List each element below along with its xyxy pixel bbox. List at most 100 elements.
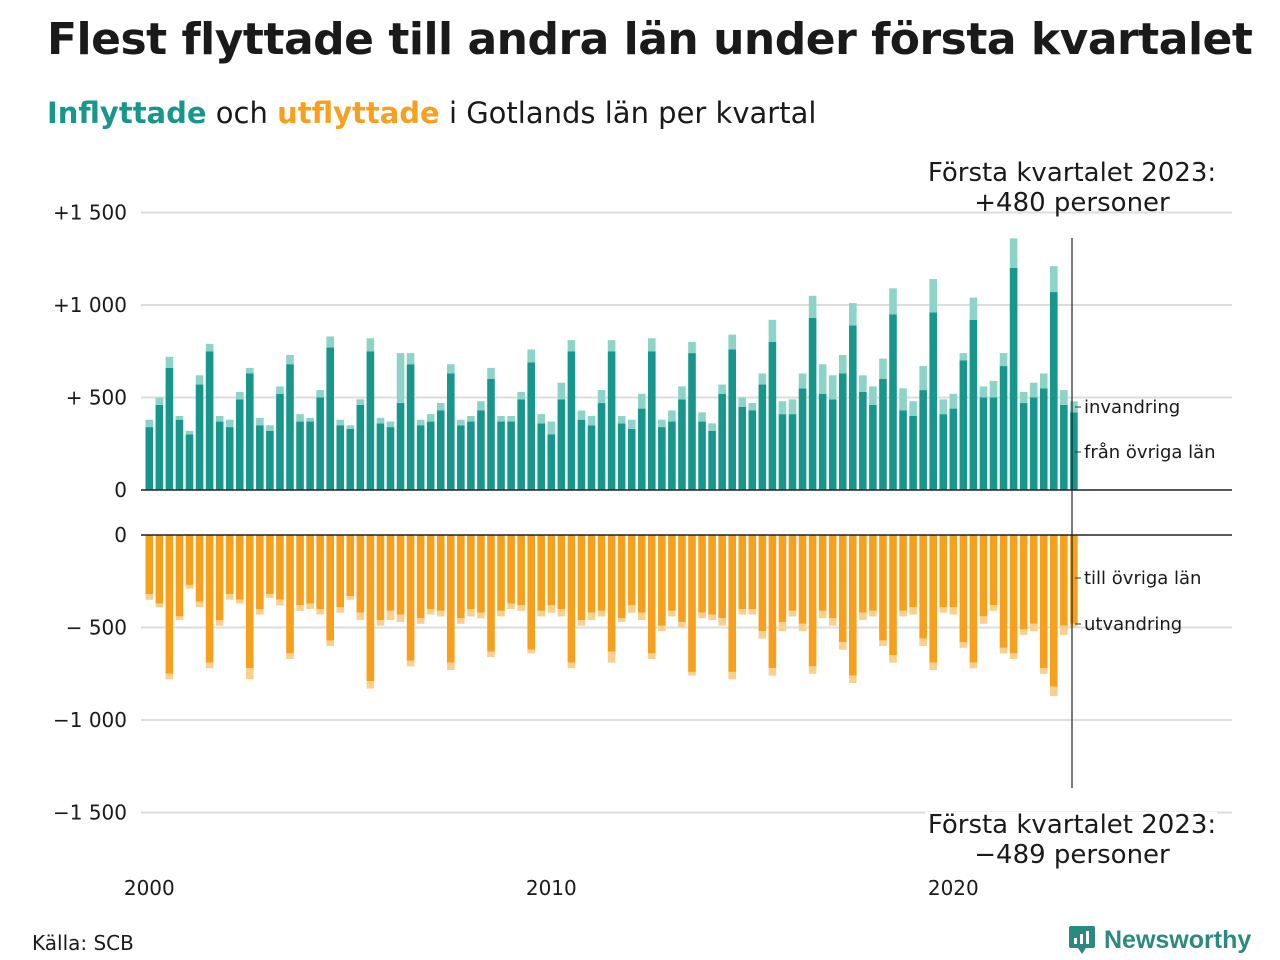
y-tick-label-bottom: 0 [114,523,127,547]
bar-inflow-domestic [215,421,224,490]
bar-inflow-domestic [416,425,425,490]
bar-inflow-domestic [798,388,807,490]
bar-inflow-domestic [276,393,284,490]
annotation-bottom-line2: −489 personer [974,840,1170,870]
bar-outflow-emigration [597,610,606,617]
bar-inflow-immigration [416,419,425,426]
bar-outflow-emigration [256,609,264,615]
bar-inflow-immigration [396,353,405,404]
bar-outflow-emigration [879,640,887,646]
bar-inflow-immigration [266,425,274,431]
bar-inflow-immigration [246,367,254,374]
bar-inflow-immigration [155,397,164,405]
bar-inflow-domestic [929,312,937,490]
bar-inflow-immigration [979,386,988,398]
bar-inflow-domestic [969,319,978,490]
bar-inflow-domestic [145,427,154,490]
bar-inflow-immigration [808,295,817,318]
bar-outflow-domestic [859,535,867,613]
bar-outflow-domestic [979,535,988,617]
bar-inflow-domestic [225,427,234,490]
bar-inflow-immigration [929,279,937,313]
bar-outflow-domestic [738,535,747,609]
bar-outflow-emigration [547,605,556,613]
bar-outflow-emigration [678,621,686,628]
subtitle-rest: i Gotlands län per kvartal [448,96,817,130]
annotation-top-line1: Första kvartalet 2023: [928,158,1216,188]
bar-outflow-domestic [195,535,204,602]
bar-inflow-domestic [919,390,927,490]
bar-outflow-emigration [316,609,324,615]
bar-inflow-immigration [175,416,184,420]
bar-outflow-emigration [708,614,716,621]
bar-outflow-domestic [949,535,958,608]
bar-inflow-immigration [457,419,465,426]
y-tick-label-top: 0 [114,478,127,502]
bar-outflow-domestic [276,535,284,600]
bar-outflow-emigration [738,609,747,615]
bar-outflow-emigration [838,642,847,650]
bar-inflow-domestic [1019,403,1028,490]
bar-inflow-domestic [426,421,435,490]
bar-inflow-immigration [688,342,696,354]
bar-outflow-domestic [557,535,566,609]
bar-inflow-domestic [406,364,415,490]
bar-outflow-emigration [969,662,978,669]
bar-outflow-domestic [175,535,184,617]
bar-outflow-domestic [1009,535,1018,654]
bar-inflow-domestic [346,428,355,490]
bar-outflow-domestic [929,535,937,663]
bar-outflow-emigration [386,610,395,621]
bar-inflow-domestic [678,399,686,490]
bar-inflow-domestic [396,403,405,490]
label-utvandring: utvandring [1084,614,1182,635]
bar-outflow-emigration [949,607,958,615]
bar-outflow-emigration [406,660,415,667]
bar-outflow-emigration [1019,629,1028,635]
bar-outflow-emigration [145,594,154,600]
bar-outflow-domestic [386,535,395,611]
bar-inflow-domestic [828,399,837,490]
bar-inflow-immigration [959,353,968,361]
bar-outflow-domestic [436,535,445,611]
bar-inflow-domestic [256,425,264,490]
bar-outflow-domestic [627,535,636,606]
bar-inflow-immigration [145,419,154,428]
bar-inflow-immigration [587,416,596,426]
bar-outflow-emigration [627,605,636,613]
bar-outflow-domestic [396,535,405,615]
bar-outflow-emigration [416,618,425,624]
chart-subtitle: Inflyttade och utflyttade i Gotlands län… [47,96,816,130]
bar-outflow-emigration [346,596,355,600]
bar-inflow-domestic [436,410,445,490]
bar-outflow-emigration [1060,625,1068,635]
bar-inflow-domestic [246,373,254,490]
bar-outflow-emigration [557,609,566,617]
bar-outflow-domestic [617,535,626,619]
bar-outflow-domestic [1019,535,1028,630]
y-tick-label-top: + 500 [66,386,127,410]
bar-inflow-immigration [225,419,234,428]
bar-inflow-domestic [698,421,706,490]
bar-outflow-domestic [989,535,998,606]
bar-inflow-immigration [768,319,777,342]
bar-outflow-domestic [155,535,164,604]
bar-inflow-immigration [999,353,1008,367]
bar-outflow-emigration [698,612,706,619]
bar-outflow-emigration [919,638,927,646]
annotation-top-line2: +480 personer [974,188,1170,218]
bar-outflow-emigration [537,610,546,617]
bar-inflow-immigration [276,386,284,394]
bar-outflow-domestic [567,535,576,663]
bar-outflow-domestic [477,535,485,613]
bar-outflow-domestic [406,535,415,661]
bar-outflow-domestic [507,535,515,604]
bar-inflow-immigration [1050,266,1058,293]
bar-inflow-domestic [286,364,294,490]
bar-inflow-domestic [356,404,365,490]
bar-inflow-domestic [547,434,556,490]
bar-inflow-immigration [507,416,515,422]
bar-inflow-domestic [748,410,757,490]
bar-inflow-domestic [266,430,274,490]
